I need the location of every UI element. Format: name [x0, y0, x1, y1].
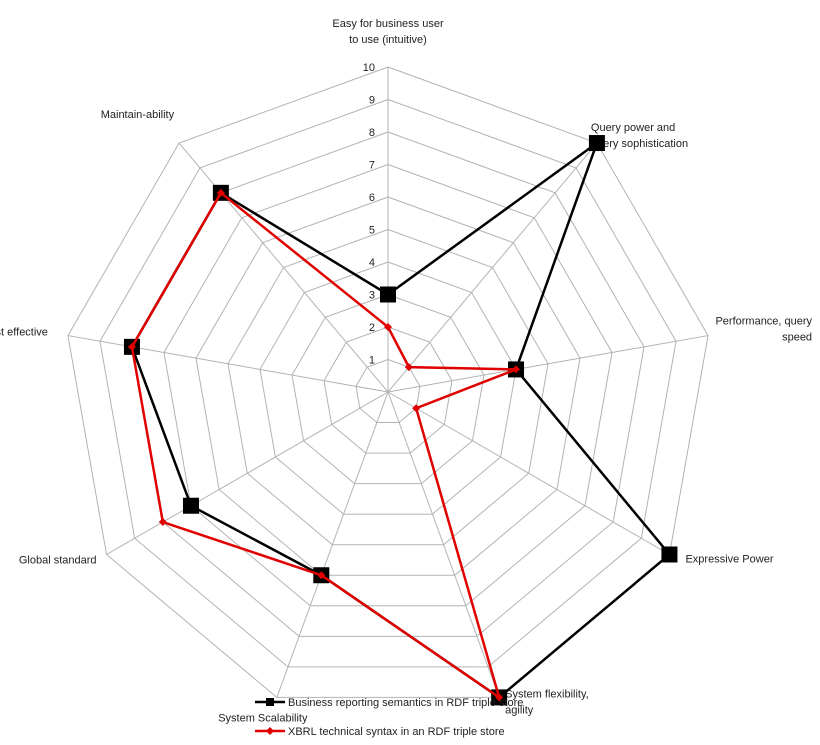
axis-label: System Scalability: [218, 712, 308, 724]
grid-spoke: [387, 391, 500, 698]
tick-label: 3: [369, 290, 375, 302]
legend-label: XBRL technical syntax in an RDF triple s…: [288, 726, 505, 738]
axis-label: System flexibility, agility: [505, 688, 589, 716]
grid-spoke: [106, 391, 389, 555]
data-point: [182, 497, 199, 514]
grid-spoke: [178, 142, 389, 393]
tick-label: 8: [369, 127, 375, 139]
axis-label: Global standard: [19, 555, 97, 567]
grid-ring-9: [99, 98, 677, 668]
legend-item: XBRL technical syntax in an RDF triple s…: [255, 726, 505, 738]
grid-ring-4: [259, 261, 517, 515]
data-point: [317, 571, 326, 580]
data-point: [380, 286, 396, 303]
grid-ring-2: [323, 326, 453, 454]
grid-spoke: [67, 335, 389, 393]
axis-label-line: Query power and: [591, 122, 675, 134]
axis-label-line: to use (intuitive): [349, 34, 427, 46]
axis-label-line: Maintain-ability: [101, 109, 175, 121]
axis-label-line: Expressive Power: [685, 554, 773, 566]
tick-label: 7: [369, 160, 375, 172]
axis-label-line: Easy for business user: [332, 18, 444, 30]
axis-label-line: System flexibility,: [505, 688, 589, 700]
series-line: [130, 139, 672, 699]
axis-label: Query power and query sophistication: [591, 122, 688, 150]
axis-label-line: Cost effective: [0, 327, 48, 339]
axis-label: Easy for business user to use (intuitive): [332, 18, 444, 46]
axis-label-line: speed: [782, 332, 812, 344]
axis-label-line: agility: [505, 704, 534, 716]
grid-ring-10: [67, 66, 709, 698]
legend-label: Business reporting semantics in RDF trip…: [288, 697, 523, 709]
axis-label: Performance, query speed: [715, 316, 812, 344]
legend-marker: [266, 727, 274, 735]
axis-label-line: System Scalability: [218, 712, 308, 724]
series-line: [130, 190, 517, 701]
series-xbrl-syntax: [127, 188, 521, 702]
axis-label-line: Performance, query: [715, 316, 812, 328]
tick-label: 1: [369, 355, 375, 367]
axis-label-line: Global standard: [19, 555, 97, 567]
tick-label: 4: [369, 257, 375, 269]
data-point: [384, 323, 392, 331]
data-point: [495, 693, 504, 702]
grid-ring-7: [163, 163, 613, 607]
data-point: [216, 188, 225, 197]
axis-labels: Easy for business user to use (intuitive)…: [0, 18, 813, 724]
legend-item: Business reporting semantics in RDF trip…: [255, 697, 523, 709]
radar-grid: [67, 66, 709, 698]
grid-spoke: [276, 391, 389, 698]
radial-tick-labels: 1 2 3 4 5 6 7 8 9 10: [363, 62, 375, 367]
tick-label: 9: [369, 95, 375, 107]
grid-ring-1: [355, 358, 421, 424]
axis-label: Maintain-ability: [101, 109, 175, 121]
data-point: [158, 518, 167, 526]
grid-ring-6: [195, 196, 581, 576]
series-plot: [123, 135, 678, 706]
grid-ring-5: [227, 228, 549, 546]
legend-marker: [266, 698, 274, 706]
data-point: [588, 135, 605, 152]
data-point: [127, 342, 136, 351]
data-point: [512, 365, 521, 374]
data-point: [661, 546, 678, 563]
grid-ring-3: [291, 293, 485, 485]
axis-label-line: query sophistication: [591, 138, 688, 150]
grid-spoke: [387, 391, 670, 555]
axis-label: Expressive Power: [685, 554, 773, 566]
legend: Business reporting semantics in RDF trip…: [255, 697, 523, 738]
tick-label: 2: [369, 322, 375, 334]
grid-spoke: [387, 142, 598, 393]
data-point: [412, 404, 421, 413]
tick-label: 5: [369, 225, 375, 237]
grid-spoke: [387, 335, 709, 393]
axis-label: Cost effective: [0, 327, 48, 339]
tick-label: 6: [369, 192, 375, 204]
tick-label: 10: [363, 62, 375, 74]
data-point: [404, 363, 413, 372]
